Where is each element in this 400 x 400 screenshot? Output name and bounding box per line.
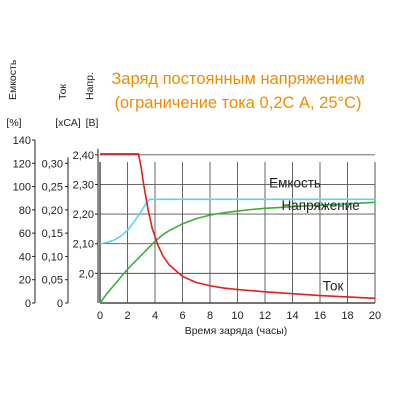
chart-title-line-1: Заряд постоянным напряжением <box>111 70 364 88</box>
x-tick-label: 14 <box>286 310 298 322</box>
y-tick-label-capacity: 20 <box>19 275 31 287</box>
y-axis-name-current: Ток <box>57 84 69 100</box>
chart-title-line-2: (ограничение тока 0,2С А, 25°С) <box>114 94 361 112</box>
y-axis-unit-current: [хСА] <box>55 117 81 129</box>
series-labels: Емкость Напряжение Ток <box>269 176 360 294</box>
y-tick-label-current: 0,10 <box>42 251 63 263</box>
y-tick-label-capacity: 140 <box>13 135 31 147</box>
x-tick-label: 6 <box>179 310 185 322</box>
y-tick-label-capacity: 40 <box>19 251 31 263</box>
x-tick-label: 12 <box>259 310 271 322</box>
y-tick-label-current: 0,05 <box>42 275 63 287</box>
y-tick-label-voltage: 2,40 <box>73 150 94 162</box>
x-tick-label: 0 <box>97 310 103 322</box>
series-label-voltage: Напряжение <box>282 198 360 213</box>
y-tick-label-voltage: 2,20 <box>73 209 94 221</box>
x-tick-label: 20 <box>369 310 381 322</box>
y-tick-label-current: 0,25 <box>42 182 63 194</box>
y-axis-unit-voltage: [В] <box>86 117 99 129</box>
y-tick-label-current: 0,20 <box>42 205 63 217</box>
y-axis-unit-capacity: [%] <box>6 117 21 129</box>
y-tick-label-voltage: 2,10 <box>73 239 94 251</box>
x-tick-label: 2 <box>124 310 130 322</box>
y-tick-label-capacity: 60 <box>19 228 31 240</box>
x-tick-label: 8 <box>207 310 213 322</box>
y-tick-label-voltage: 2,0 <box>79 268 94 280</box>
series <box>99 153 376 304</box>
series-line-capacity <box>99 201 376 304</box>
series-label-current: Ток <box>323 278 344 293</box>
series-label-capacity: Емкость <box>269 176 321 191</box>
y-tick-label-current: 0,30 <box>42 158 63 170</box>
x-axis-label: Время заряда (часы) <box>185 325 288 337</box>
y-tick-label-capacity: 0 <box>25 298 31 310</box>
grid <box>99 154 376 304</box>
y-tick-label-current: 0 <box>57 298 63 310</box>
y-tick-label-current: 0,15 <box>42 228 63 240</box>
series-line-voltage <box>99 198 375 245</box>
series-line-current <box>100 153 376 300</box>
x-tick-label: 10 <box>231 310 243 322</box>
y-tick-label-capacity: 80 <box>19 205 31 217</box>
x-tick-label: 18 <box>341 310 353 322</box>
y-axis-name-voltage: Напр. <box>84 72 96 100</box>
chart-title: Заряд постоянным напряжением (ограничени… <box>111 70 364 112</box>
y-tick-label-capacity: 100 <box>13 182 31 194</box>
y-axis-name-capacity: Емкость <box>7 59 19 100</box>
y-tick-label-capacity: 120 <box>13 158 31 170</box>
x-tick-label: 4 <box>152 310 158 322</box>
axes: 0 2 4 6 8 10 12 14 16 18 20 0 20 40 60 80 100 120 140 Емкос… <box>6 59 381 322</box>
y-tick-label-voltage: 2,30 <box>73 179 94 191</box>
x-tick-label: 16 <box>314 310 326 322</box>
